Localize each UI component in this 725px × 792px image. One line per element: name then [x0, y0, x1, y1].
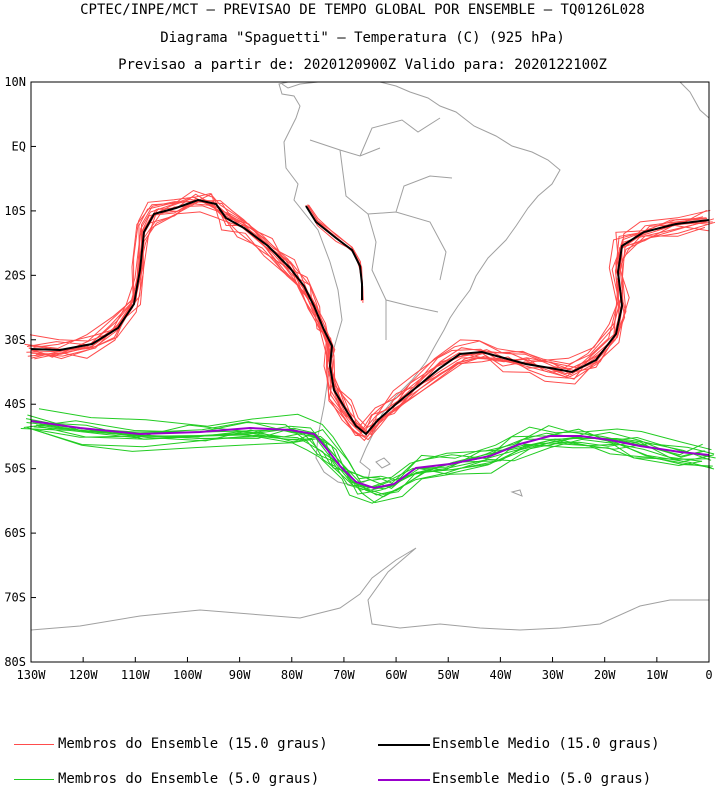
forecast-dates: Previsao a partir de: 2020120900Z Valido…: [118, 57, 607, 73]
lon-tick-label: 50W: [437, 668, 459, 682]
falklands-coast: [375, 457, 391, 469]
lat-tick-label: EQ: [12, 139, 26, 153]
ensemble-member-line: [28, 198, 708, 442]
lat-tick-label: 40S: [4, 397, 26, 411]
lon-tick-label: 110W: [121, 668, 151, 682]
legend-line-member5: [14, 779, 54, 780]
legend-label-member5: Membros do Ensemble (5.0 graus): [58, 771, 320, 787]
lon-tick-label: 100W: [173, 668, 203, 682]
africa-coast: [679, 81, 710, 119]
lon-tick-label: 40W: [490, 668, 512, 682]
lat-tick-label: 20S: [4, 268, 26, 282]
legend-line-mean5: [378, 779, 430, 781]
lat-tick-label: 50S: [4, 462, 26, 476]
map-frame: [30, 81, 710, 663]
ensemble-mean-5: [30, 420, 710, 490]
central-america-coast: [281, 81, 319, 89]
georgia-coast: [510, 489, 523, 497]
lat-tick-label: 80S: [4, 655, 26, 669]
ensemble-member-line: [33, 201, 708, 429]
legend-label-mean5: Ensemble Medio (5.0 graus): [432, 771, 652, 787]
antarctica-coast: [30, 547, 709, 631]
lon-tick-label: 90W: [229, 668, 251, 682]
ensemble-mean-15-main: [30, 198, 710, 436]
lon-tick-label: 60W: [385, 668, 407, 682]
ensemble-member-line: [27, 414, 706, 489]
ensemble-member-line: [26, 426, 702, 504]
lon-tick-label: 30W: [542, 668, 564, 682]
map-subtitle: Diagrama "Spaguetti" – Temperatura (C) (…: [160, 30, 565, 46]
lon-tick-label: 80W: [281, 668, 303, 682]
legend-line-member15: [14, 744, 54, 745]
lon-tick-label: 130W: [17, 668, 47, 682]
legend-label-member15: Membros do Ensemble (15.0 graus): [58, 736, 328, 752]
country-borders: [309, 117, 453, 340]
lat-tick-label: 60S: [4, 526, 26, 540]
lat-tick-label: 10N: [4, 75, 26, 89]
ensemble-mean-15-inner: [305, 205, 363, 300]
lon-tick-label: 20W: [594, 668, 616, 682]
ensemble-member-line: [23, 420, 705, 492]
ensemble-member-line: [33, 426, 715, 498]
ensemble-member-line: [26, 193, 704, 434]
lon-tick-label: 70W: [333, 668, 355, 682]
coastline-layer: [30, 81, 710, 631]
ensemble-member-line: [29, 192, 711, 426]
ensemble-member-line: [26, 202, 703, 437]
ensemble-member-line: [38, 408, 712, 481]
spaghetti-map: 10N EQ 10S 20S 30S 40S 50S 60S 70S 80S 130W 120W 11…: [4, 75, 716, 682]
legend-line-mean15: [378, 744, 430, 746]
lat-tick-label: 30S: [4, 333, 26, 347]
lon-tick-label: 10W: [646, 668, 668, 682]
south-america-coast: [278, 81, 561, 487]
lon-tick-label: 120W: [69, 668, 99, 682]
ensemble-member-line: [31, 196, 707, 438]
map-title: CPTEC/INPE/MCT – PREVISAO DE TEMPO GLOBA…: [80, 2, 645, 18]
lat-tick-label: 10S: [4, 204, 26, 218]
lon-tick-label: 0: [705, 668, 712, 682]
legend-label-mean15: Ensemble Medio (15.0 graus): [432, 736, 660, 752]
lat-tick-label: 70S: [4, 591, 26, 605]
